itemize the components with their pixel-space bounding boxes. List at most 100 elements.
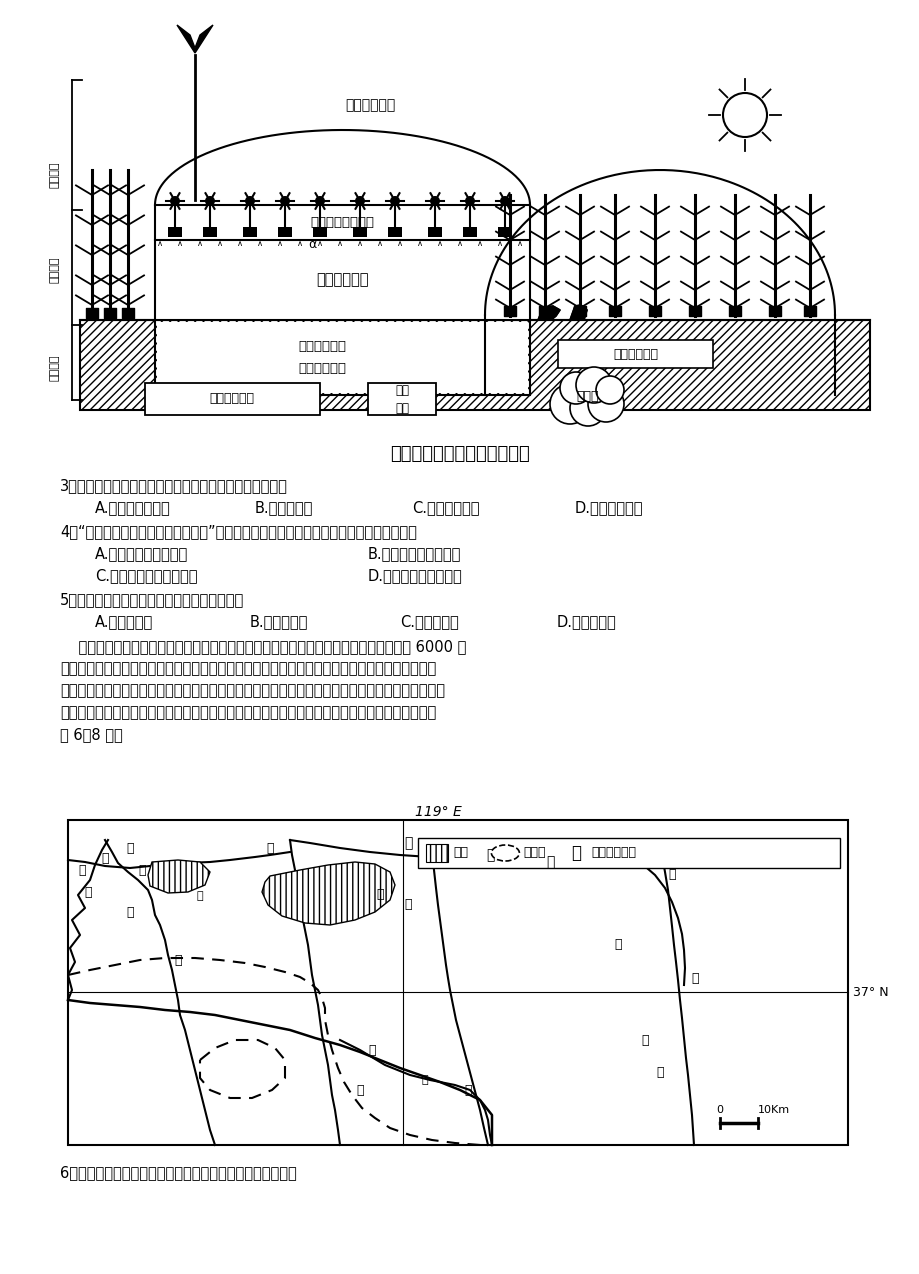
Text: 河: 河 xyxy=(641,1033,648,1046)
Bar xyxy=(168,227,182,237)
Text: 并经入注河流水体的不断淡化最终演变成淡水湖。下图示意莱州湾南岸平原古湖泊的分布。据此完: 并经入注河流水体的不断淡化最终演变成淡水湖。下图示意莱州湾南岸平原古湖泊的分布。… xyxy=(60,705,436,720)
Text: ∧: ∧ xyxy=(256,240,263,248)
Text: 扩大的条件下演变成潟湖，此后随着气候的变化及大规模的海退，使得潟湖与海洋隔离，退居内陆，: 扩大的条件下演变成潟湖，此后随着气候的变化及大规模的海退，使得潟湖与海洋隔离，退… xyxy=(60,683,445,698)
Text: 塿: 塿 xyxy=(197,891,203,901)
Text: ～: ～ xyxy=(571,843,581,862)
Bar xyxy=(427,227,441,237)
Text: 10Km: 10Km xyxy=(757,1105,789,1115)
Ellipse shape xyxy=(491,845,519,861)
Bar xyxy=(278,227,291,237)
Text: 成 6～8 题。: 成 6～8 题。 xyxy=(60,727,122,741)
Text: 流: 流 xyxy=(126,906,133,919)
Text: 地下工厂: 地下工厂 xyxy=(50,354,60,381)
Text: 清: 清 xyxy=(101,851,108,865)
Text: ∧: ∧ xyxy=(457,240,462,248)
Circle shape xyxy=(570,390,606,426)
Bar xyxy=(418,838,839,868)
Text: 生态养生住宅: 生态养生住宅 xyxy=(316,273,369,288)
Text: 河: 河 xyxy=(85,887,92,899)
Circle shape xyxy=(464,196,474,206)
Text: D.减少能量损耗: D.减少能量损耗 xyxy=(574,499,642,515)
Text: 3．夜间，农户用草垫覆盖塑性玻璃温室穹顶，首要目的是: 3．夜间，农户用草垫覆盖塑性玻璃温室穹顶，首要目的是 xyxy=(60,478,288,493)
Text: A.夏季隔热，冬季保温: A.夏季隔热，冬季保温 xyxy=(95,547,188,561)
Text: 4．“楼顶花园，楼上家园，地面果园”是生态农业庭院的写照，楼顶花园的主要生态作用是: 4．“楼顶花园，楼上家园，地面果园”是生态农业庭院的写照，楼顶花园的主要生态作用… xyxy=(60,524,416,539)
Circle shape xyxy=(390,196,400,206)
Circle shape xyxy=(560,372,591,404)
Text: ∧: ∧ xyxy=(476,240,482,248)
Text: 墩: 墩 xyxy=(138,864,145,877)
Polygon shape xyxy=(262,862,394,925)
Text: ∧: ∧ xyxy=(496,240,503,248)
Text: B.减少病虫害: B.减少病虫害 xyxy=(255,499,313,515)
Text: 我国某地生态小康家园示意图: 我国某地生态小康家园示意图 xyxy=(390,445,529,462)
Polygon shape xyxy=(148,860,210,893)
Circle shape xyxy=(205,196,215,206)
Circle shape xyxy=(279,196,289,206)
Text: 濰: 濰 xyxy=(614,939,621,952)
Text: ∧: ∧ xyxy=(237,240,243,248)
Text: 莱: 莱 xyxy=(690,972,698,985)
Text: 河: 河 xyxy=(126,842,133,855)
Text: B.夏季、秋季: B.夏季、秋季 xyxy=(250,614,308,629)
Text: 沼气池: 沼气池 xyxy=(576,391,598,404)
Text: A.增加室内外温差: A.增加室内外温差 xyxy=(95,499,171,515)
Bar xyxy=(203,227,217,237)
Text: ∧: ∧ xyxy=(336,240,343,248)
Text: 弥: 弥 xyxy=(266,842,274,855)
Bar xyxy=(243,227,256,237)
Text: 黄骅海侵岸线: 黄骅海侵岸线 xyxy=(591,846,636,860)
Text: ∧: ∧ xyxy=(316,240,323,248)
Text: 人鱼花菜共生温室: 人鱼花菜共生温室 xyxy=(311,217,374,229)
Bar xyxy=(145,383,320,415)
Bar xyxy=(154,205,529,320)
Text: ∧: ∧ xyxy=(297,240,302,248)
Text: 塑性玻璃穹顶: 塑性玻璃穹顶 xyxy=(345,98,394,112)
Text: ∧: ∧ xyxy=(516,240,523,248)
Text: 湾: 湾 xyxy=(545,855,553,869)
Bar xyxy=(80,320,869,410)
Text: 盐田: 盐田 xyxy=(453,846,468,860)
Bar xyxy=(462,227,476,237)
Text: 胶: 胶 xyxy=(667,869,675,882)
Circle shape xyxy=(587,386,623,422)
Text: 小: 小 xyxy=(421,1075,428,1085)
Circle shape xyxy=(170,196,180,206)
Text: ∧: ∧ xyxy=(396,240,403,248)
Text: 河: 河 xyxy=(655,1065,663,1079)
Text: 集雨、蓄水窖: 集雨、蓄水窖 xyxy=(210,392,255,405)
Circle shape xyxy=(244,196,255,206)
Text: B.增加湿度，利于产出: B.增加湿度，利于产出 xyxy=(368,547,460,561)
Text: α: α xyxy=(308,237,316,251)
Bar xyxy=(368,383,436,415)
Polygon shape xyxy=(570,304,586,320)
Text: ∧: ∧ xyxy=(176,240,183,248)
Text: C.天然氧吧，实现零排放: C.天然氧吧，实现零排放 xyxy=(95,568,198,583)
Bar xyxy=(154,320,529,395)
Bar xyxy=(497,227,512,237)
Circle shape xyxy=(499,196,509,206)
Text: 5．该生态小康家园地源热泵使用的主要季节是: 5．该生态小康家园地源热泵使用的主要季节是 xyxy=(60,592,244,606)
Text: 0: 0 xyxy=(716,1105,722,1115)
Text: C.减少水份蒸发: C.减少水份蒸发 xyxy=(412,499,479,515)
Text: 河: 河 xyxy=(464,1083,471,1097)
Text: 河: 河 xyxy=(356,1083,363,1097)
Circle shape xyxy=(596,376,623,404)
Text: 浪: 浪 xyxy=(368,1043,375,1056)
Text: ∧: ∧ xyxy=(416,240,423,248)
Text: ∧: ∧ xyxy=(277,240,283,248)
Text: ∧: ∧ xyxy=(157,240,163,248)
Text: 楼顶花园: 楼顶花园 xyxy=(50,162,60,189)
Text: 小: 小 xyxy=(78,864,85,877)
Text: 莱: 莱 xyxy=(403,836,412,850)
Text: 楼上家园: 楼上家园 xyxy=(50,257,60,283)
Text: 虞: 虞 xyxy=(403,898,412,911)
Text: 左右的黄骅海侵时期，最初是由处于滨海洼地内的古老河口海湾在河口三角洲和海岸沙堤不断发展: 左右的黄骅海侵时期，最初是由处于滨海洼地内的古老河口海湾在河口三角洲和海岸沙堤不… xyxy=(60,661,436,676)
Text: 地面温室农场: 地面温室农场 xyxy=(612,348,657,361)
Text: C.春季、冬季: C.春季、冬季 xyxy=(400,614,459,629)
Text: 半地下菇类、
蜗牛等培养室: 半地下菇类、 蜗牛等培养室 xyxy=(298,340,346,375)
Polygon shape xyxy=(176,25,213,54)
Text: 白: 白 xyxy=(376,888,383,902)
Text: 6．在古湖泊形成过程中，莱州湾南部海岸线总体变化趋势是: 6．在古湖泊形成过程中，莱州湾南部海岸线总体变化趋势是 xyxy=(60,1164,297,1180)
Bar xyxy=(388,227,402,237)
Text: D.资源再生，提高产能: D.资源再生，提高产能 xyxy=(368,568,462,583)
